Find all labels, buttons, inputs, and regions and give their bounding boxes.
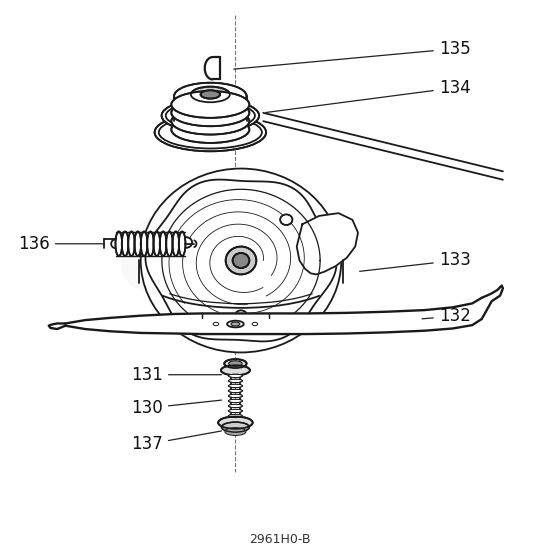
Ellipse shape <box>252 323 258 326</box>
Ellipse shape <box>115 231 122 256</box>
Ellipse shape <box>172 231 179 256</box>
Ellipse shape <box>180 237 192 248</box>
Ellipse shape <box>141 231 147 256</box>
Ellipse shape <box>218 417 253 429</box>
Ellipse shape <box>213 323 219 326</box>
Ellipse shape <box>228 389 242 393</box>
Ellipse shape <box>231 322 240 326</box>
Text: 130: 130 <box>131 399 222 417</box>
Ellipse shape <box>228 404 242 408</box>
Text: 132: 132 <box>422 307 471 325</box>
Text: 134: 134 <box>266 79 470 113</box>
Ellipse shape <box>227 321 244 328</box>
Ellipse shape <box>224 359 246 368</box>
Ellipse shape <box>155 113 266 151</box>
Text: 133: 133 <box>360 251 471 272</box>
Ellipse shape <box>235 310 247 321</box>
Ellipse shape <box>171 116 249 143</box>
Ellipse shape <box>228 361 242 366</box>
Text: 135: 135 <box>234 40 470 69</box>
Ellipse shape <box>228 414 242 418</box>
Ellipse shape <box>228 374 242 377</box>
Ellipse shape <box>226 246 256 274</box>
Ellipse shape <box>171 108 249 134</box>
Ellipse shape <box>280 214 292 225</box>
Ellipse shape <box>228 399 242 403</box>
Ellipse shape <box>228 379 242 382</box>
Polygon shape <box>146 180 337 342</box>
Ellipse shape <box>153 231 160 256</box>
Text: 136: 136 <box>18 235 105 253</box>
Polygon shape <box>482 286 503 319</box>
Ellipse shape <box>147 231 154 256</box>
Ellipse shape <box>232 253 249 268</box>
Ellipse shape <box>228 384 242 388</box>
Ellipse shape <box>141 169 341 352</box>
Text: GHS: GHS <box>116 215 354 312</box>
Ellipse shape <box>191 87 230 102</box>
Ellipse shape <box>222 422 249 432</box>
Ellipse shape <box>166 231 173 256</box>
Ellipse shape <box>162 99 259 132</box>
Polygon shape <box>297 213 358 274</box>
Text: 131: 131 <box>131 366 222 384</box>
Text: 2961H0-B: 2961H0-B <box>249 533 311 545</box>
Ellipse shape <box>228 409 242 413</box>
Ellipse shape <box>225 428 246 436</box>
Ellipse shape <box>228 394 242 398</box>
Ellipse shape <box>171 100 249 126</box>
Polygon shape <box>49 324 66 329</box>
Ellipse shape <box>174 83 246 110</box>
Ellipse shape <box>171 91 249 118</box>
Ellipse shape <box>160 231 166 256</box>
Ellipse shape <box>221 365 250 375</box>
Ellipse shape <box>128 231 135 256</box>
Ellipse shape <box>200 90 220 99</box>
Ellipse shape <box>179 231 185 256</box>
Ellipse shape <box>134 231 141 256</box>
Text: 137: 137 <box>131 431 222 454</box>
Ellipse shape <box>122 231 128 256</box>
Polygon shape <box>66 298 482 334</box>
